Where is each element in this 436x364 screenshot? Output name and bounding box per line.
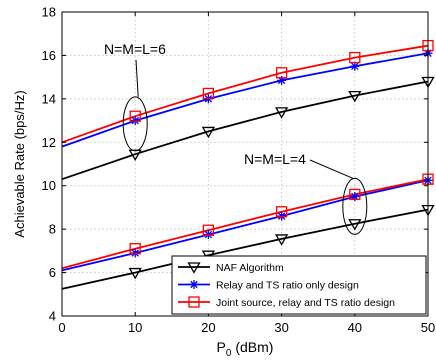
legend-marker bbox=[190, 280, 199, 289]
y-tick-label: 8 bbox=[49, 222, 56, 237]
legend-label: Relay and TS ratio only design bbox=[216, 280, 359, 292]
data-point bbox=[131, 116, 140, 125]
y-tick-label: 6 bbox=[49, 265, 56, 280]
group-label: N=M=L=4 bbox=[244, 151, 306, 167]
leader-line bbox=[136, 60, 138, 97]
data-point bbox=[204, 230, 213, 239]
x-tick-label: 30 bbox=[274, 320, 288, 335]
group-label: N=M=L=6 bbox=[104, 41, 166, 57]
x-tick-label: 40 bbox=[348, 320, 362, 335]
plot-curves bbox=[62, 46, 428, 289]
x-tick-label: 20 bbox=[201, 320, 215, 335]
y-tick-label: 12 bbox=[42, 135, 56, 150]
data-point bbox=[277, 212, 286, 221]
legend-label: NAF Algorithm bbox=[216, 262, 284, 274]
x-tick-label: 0 bbox=[58, 320, 65, 335]
data-point bbox=[131, 249, 140, 258]
y-tick-label: 16 bbox=[42, 48, 56, 63]
y-tick-label: 4 bbox=[49, 309, 56, 324]
x-axis-label: P0 (dBm) bbox=[217, 339, 274, 359]
y-tick-label: 14 bbox=[42, 91, 56, 106]
legend: NAF Algorithm Relay and TS ratio only des… bbox=[172, 256, 426, 314]
series-line bbox=[62, 53, 428, 146]
legend-label: Joint source, relay and TS ratio design bbox=[216, 297, 395, 309]
x-tick-label: 10 bbox=[128, 320, 142, 335]
y-tick-label: 18 bbox=[42, 5, 56, 20]
y-axis-label: Achievable Rate (bps/Hz) bbox=[12, 90, 27, 237]
x-tick-label: 50 bbox=[421, 320, 435, 335]
annotations: N=M=L=6 N=M=L=4 bbox=[104, 41, 367, 234]
y-tick-label: 10 bbox=[42, 178, 56, 193]
group-ellipse bbox=[343, 178, 367, 234]
leader-line bbox=[310, 160, 353, 178]
